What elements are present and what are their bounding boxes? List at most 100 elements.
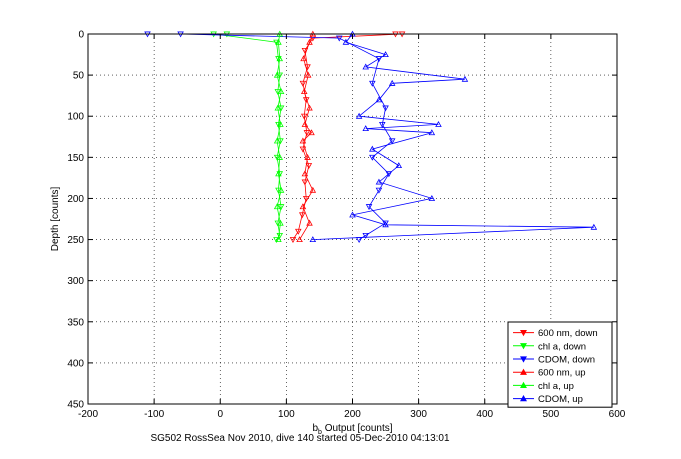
series-layer: [144, 30, 598, 243]
legend-item: CDOM, down: [513, 355, 595, 366]
data-point: [300, 113, 308, 120]
data-point: [296, 236, 303, 243]
x-tick-label: -200: [78, 409, 98, 420]
data-point: [309, 236, 317, 243]
figure-caption: SG502 RossSea Nov 2010, dive 140 started…: [150, 433, 450, 444]
y-tick-label: 150: [67, 153, 84, 164]
data-point: [273, 237, 280, 243]
data-point: [362, 232, 370, 239]
series-1: [210, 31, 285, 243]
x-tick-label: 500: [543, 409, 560, 420]
data-point: [300, 55, 307, 62]
data-point: [375, 178, 383, 185]
x-tick-label: 300: [410, 409, 427, 420]
y-axis-label: Depth [counts]: [50, 187, 61, 252]
x-tick-label: -100: [144, 409, 164, 420]
legend-label: CDOM, up: [538, 394, 583, 405]
legend: 600 nm, down chl a, down CDOM, down 600 nm,…: [507, 321, 613, 408]
data-point: [276, 153, 284, 160]
data-point: [273, 71, 281, 78]
legend-marker: [520, 343, 527, 350]
legend-label: chl a, down: [538, 341, 586, 352]
series-4: [273, 30, 285, 243]
data-point: [369, 145, 376, 152]
legend-item: chl a, up: [513, 381, 574, 392]
legend-marker: [520, 356, 527, 363]
data-point: [289, 237, 297, 243]
ticks: -200 -100 0 100 200 300 400 500 600 0 50 100 150 200 2…: [67, 30, 625, 421]
data-point: [299, 203, 307, 210]
data-point: [301, 170, 309, 177]
data-point: [306, 104, 313, 111]
data-point: [275, 38, 282, 45]
data-point: [301, 121, 309, 127]
x-tick-label: 600: [609, 409, 626, 420]
data-point: [273, 203, 281, 210]
legend-marker: [520, 368, 527, 375]
data-point: [298, 212, 306, 219]
legend-marker: [520, 394, 527, 402]
series-3: [296, 30, 317, 243]
data-point: [274, 104, 282, 111]
data-point: [308, 129, 315, 136]
data-point: [382, 51, 389, 58]
data-point: [294, 228, 302, 235]
y-tick-label: 100: [67, 112, 84, 123]
data-point: [369, 80, 376, 87]
data-point: [395, 162, 403, 169]
legend-label: 600 nm, up: [538, 368, 586, 379]
x-tick-label: 100: [278, 409, 295, 420]
legend-label: CDOM, down: [538, 355, 595, 366]
data-point: [299, 80, 307, 87]
data-point: [303, 130, 311, 137]
data-point: [277, 204, 285, 211]
data-point: [375, 187, 383, 194]
data-point: [428, 195, 436, 201]
data-point: [301, 179, 309, 186]
data-point: [306, 38, 313, 45]
data-point: [428, 129, 436, 136]
legend-item: chl a, down: [513, 341, 586, 352]
data-point: [275, 170, 282, 177]
x-axis-label-rest: Output [counts]: [322, 423, 393, 434]
data-point: [300, 88, 308, 95]
y-tick-label: 400: [67, 358, 84, 369]
legend-marker: [520, 381, 527, 389]
data-point: [365, 204, 373, 211]
data-point: [277, 121, 284, 127]
y-tick-label: 300: [67, 276, 84, 287]
data-point: [304, 71, 312, 78]
data-point: [277, 219, 284, 226]
x-tick-label: 400: [476, 409, 493, 420]
series-line: [299, 33, 314, 240]
x-axis-label-sub: b: [318, 429, 322, 436]
data-point: [355, 112, 363, 119]
y-tick-label: 0: [78, 30, 84, 41]
data-point: [273, 137, 281, 144]
x-axis-label-main: b: [312, 423, 318, 434]
legend-item: 600 nm, down: [513, 328, 598, 339]
data-point: [388, 138, 396, 145]
legend-item: CDOM, up: [513, 394, 583, 405]
data-point: [375, 56, 383, 63]
series-5: [309, 30, 598, 243]
data-point: [378, 121, 386, 128]
data-point: [277, 88, 285, 95]
data-point: [369, 154, 376, 161]
data-point: [309, 186, 317, 193]
x-tick-label: 200: [344, 409, 361, 420]
series-0: [289, 31, 406, 243]
data-point: [305, 163, 313, 169]
data-point: [375, 96, 383, 103]
legend-label: 600 nm, down: [538, 328, 598, 339]
data-point: [362, 125, 370, 132]
data-point: [362, 63, 370, 70]
legend-box: [507, 321, 613, 408]
x-axis-label: bb Output [counts]: [312, 423, 392, 436]
data-point: [276, 232, 284, 239]
data-point: [276, 55, 284, 62]
y-tick-label: 350: [67, 317, 84, 328]
data-point: [382, 220, 389, 227]
